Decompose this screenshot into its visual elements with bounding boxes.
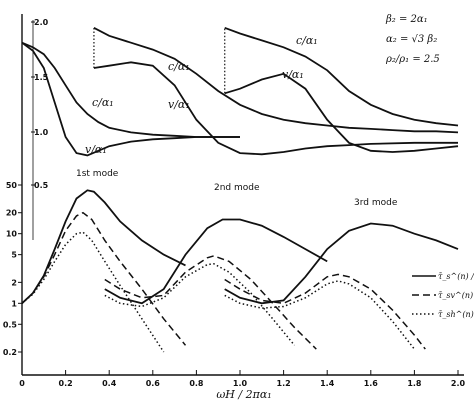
x-tick-label: 0.2 — [59, 379, 73, 388]
lower-y-axis-ticks: 50 20 10 5 2 1 0.5 0.2 — [3, 181, 22, 357]
upper-series-line — [224, 26, 459, 127]
legend-label: τ̄_s^(n) / τ̄_s^R — [438, 272, 474, 281]
mode-label: 1st mode — [76, 169, 119, 179]
x-tick-label: 1.6 — [364, 379, 379, 388]
parameter-labels: β₂ = 2α₁ α₂ = √3 β₂ ρ₂/ρ₁ = 2.5 — [385, 14, 440, 65]
legend-label: τ̄_sv^(n) / τ̄_sv^R — [438, 291, 474, 300]
mode-labels: 1st mode 2nd mode 3rd mode — [76, 169, 398, 208]
axes — [21, 14, 464, 376]
curve-annotation: v/α₁ — [85, 143, 107, 156]
x-tick-label: 0.4 — [102, 379, 117, 388]
x-tick-label: 1.2 — [277, 379, 291, 388]
x-axis-label: ωH / 2πα₁ — [216, 388, 271, 401]
x-tick-label: 0.6 — [146, 379, 161, 388]
parameter-label: β₂ = 2α₁ — [385, 14, 428, 25]
upper-series — [21, 26, 459, 157]
upper-y-tick-label: 1.5 — [34, 73, 49, 82]
curve-annotation: c/α₁ — [296, 34, 318, 47]
lower-series — [21, 189, 459, 353]
x-tick-label: 1.0 — [233, 379, 248, 388]
curve-annotation: v/α₁ — [282, 68, 304, 81]
parameter-label: ρ₂/ρ₁ = 2.5 — [385, 54, 440, 65]
upper-series-line — [21, 41, 240, 157]
lower-y-tick-label: 5 — [11, 251, 17, 260]
lower-series-line — [104, 218, 328, 305]
upper-y-tick-label: 2.0 — [34, 18, 49, 27]
legend: τ̄_s^(n) / τ̄_s^R τ̄_sv^(n) / τ̄_sv^R τ̄_s… — [412, 272, 474, 319]
upper-series-line — [21, 41, 240, 138]
curve-annotation: v/α₁ — [168, 98, 190, 111]
lower-series-line — [224, 280, 415, 350]
parameter-label: α₂ = √3 β₂ — [386, 34, 437, 45]
mode-label: 2nd mode — [214, 183, 260, 193]
upper-series-line — [224, 72, 459, 153]
upper-series-line — [93, 27, 459, 134]
upper-y-axis-ticks: 2.0 1.5 1.0 0.5 — [31, 18, 49, 240]
lower-series-line — [104, 255, 317, 350]
lower-series-line — [224, 222, 459, 305]
curve-annotation: c/α₁ — [168, 60, 190, 73]
lower-y-tick-label: 10 — [6, 230, 18, 239]
x-tick-label: 2.0 — [451, 379, 466, 388]
lower-y-tick-label: 0.5 — [3, 320, 18, 329]
upper-y-tick-label: 1.0 — [34, 128, 49, 137]
curve-annotations: c/α₁ v/α₁ c/α₁ v/α₁ c/α₁ v/α₁ — [85, 34, 318, 156]
upper-series-line — [93, 61, 458, 156]
lower-y-tick-label: 50 — [6, 181, 18, 190]
mode-label: 3rd mode — [354, 198, 398, 208]
x-tick-label: 1.4 — [320, 379, 335, 388]
lower-y-tick-label: 0.2 — [3, 348, 17, 357]
lower-y-tick-label: 20 — [6, 209, 18, 218]
x-tick-label: 0.8 — [189, 379, 204, 388]
lower-series-line — [21, 231, 165, 353]
x-tick-label: 0 — [19, 379, 25, 388]
lower-y-tick-label: 2 — [11, 278, 17, 287]
x-tick-label: 1.8 — [407, 379, 422, 388]
lower-series-line — [21, 189, 186, 304]
lower-series-line — [21, 211, 187, 346]
curve-annotation: c/α₁ — [92, 96, 114, 109]
lower-series-line — [224, 273, 426, 350]
x-axis-ticks: 0 0.2 0.4 0.6 0.8 1.0 1.2 1.4 1.6 1.8 2.0 — [19, 370, 466, 388]
lower-y-tick-label: 1 — [11, 299, 17, 308]
legend-label: τ̄_sh^(n) / τ̄_sh^R — [438, 310, 474, 319]
upper-y-tick-label: 0.5 — [34, 181, 49, 190]
